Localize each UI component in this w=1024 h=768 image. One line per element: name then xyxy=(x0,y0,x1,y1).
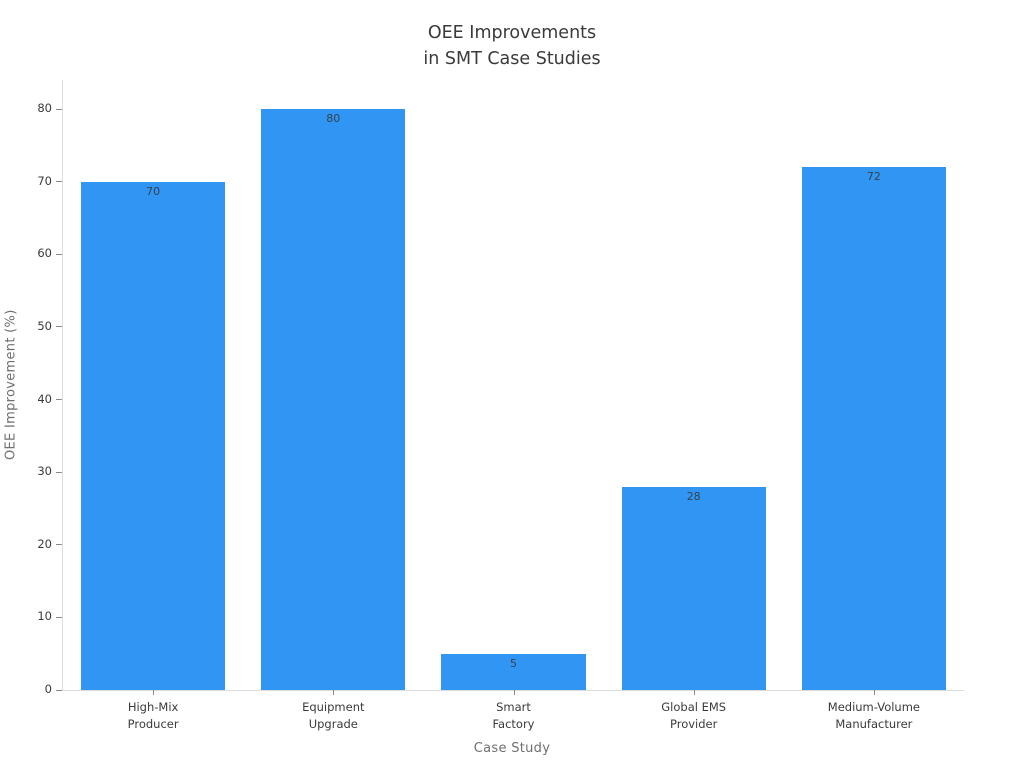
y-tick-label: 60 xyxy=(37,246,52,261)
y-tick-label: 20 xyxy=(37,536,52,551)
x-tick-label: Global EMS Provider xyxy=(661,700,727,731)
bar-value-label: 72 xyxy=(866,170,881,184)
x-axis-tick xyxy=(873,690,875,695)
bar xyxy=(261,109,406,690)
y-axis-tick xyxy=(56,544,62,546)
y-tick-label: 50 xyxy=(37,318,52,333)
y-axis-tick xyxy=(56,108,62,110)
y-axis-tick xyxy=(56,616,62,618)
y-axis-tick xyxy=(56,399,62,401)
x-axis-tick xyxy=(693,690,695,695)
plot-area: 0 10 20 30 40 50 60 70 80 70 High-Mix Producer 80 Eq… xyxy=(37,80,964,731)
x-axis-tick xyxy=(333,690,335,695)
bar-value-label: 28 xyxy=(686,489,701,503)
bar-value-label: 5 xyxy=(509,656,517,670)
y-tick-label: 30 xyxy=(37,464,52,479)
y-axis-tick xyxy=(56,689,62,691)
chart-title: OEE Improvements in SMT Case Studies xyxy=(423,23,601,69)
y-axis-title: OEE Improvement (%) xyxy=(3,309,19,461)
x-tick-label: Equipment Upgrade xyxy=(302,700,365,731)
x-axis-tick xyxy=(153,690,155,695)
bar xyxy=(621,486,766,690)
y-axis-tick xyxy=(56,471,62,473)
y-tick-label: 0 xyxy=(44,682,52,696)
x-tick-label: High-Mix Producer xyxy=(127,700,179,731)
x-axis-tick xyxy=(513,690,515,695)
bar xyxy=(441,653,586,690)
y-tick-label: 10 xyxy=(37,609,52,624)
y-tick-label: 40 xyxy=(37,391,52,406)
y-axis-tick xyxy=(56,181,62,183)
bar xyxy=(81,181,226,690)
y-axis-tick xyxy=(56,253,62,255)
bar-value-label: 70 xyxy=(146,184,161,198)
y-tick-label: 80 xyxy=(37,101,52,116)
y-tick-label: 70 xyxy=(37,173,52,188)
x-tick-label: Smart Factory xyxy=(492,700,535,731)
bar-value-label: 80 xyxy=(326,112,341,126)
y-axis-tick xyxy=(56,326,62,328)
x-tick-label: Medium-Volume Manufacturer xyxy=(827,700,920,731)
bar xyxy=(801,167,946,690)
x-axis-title: Case Study xyxy=(473,741,551,756)
